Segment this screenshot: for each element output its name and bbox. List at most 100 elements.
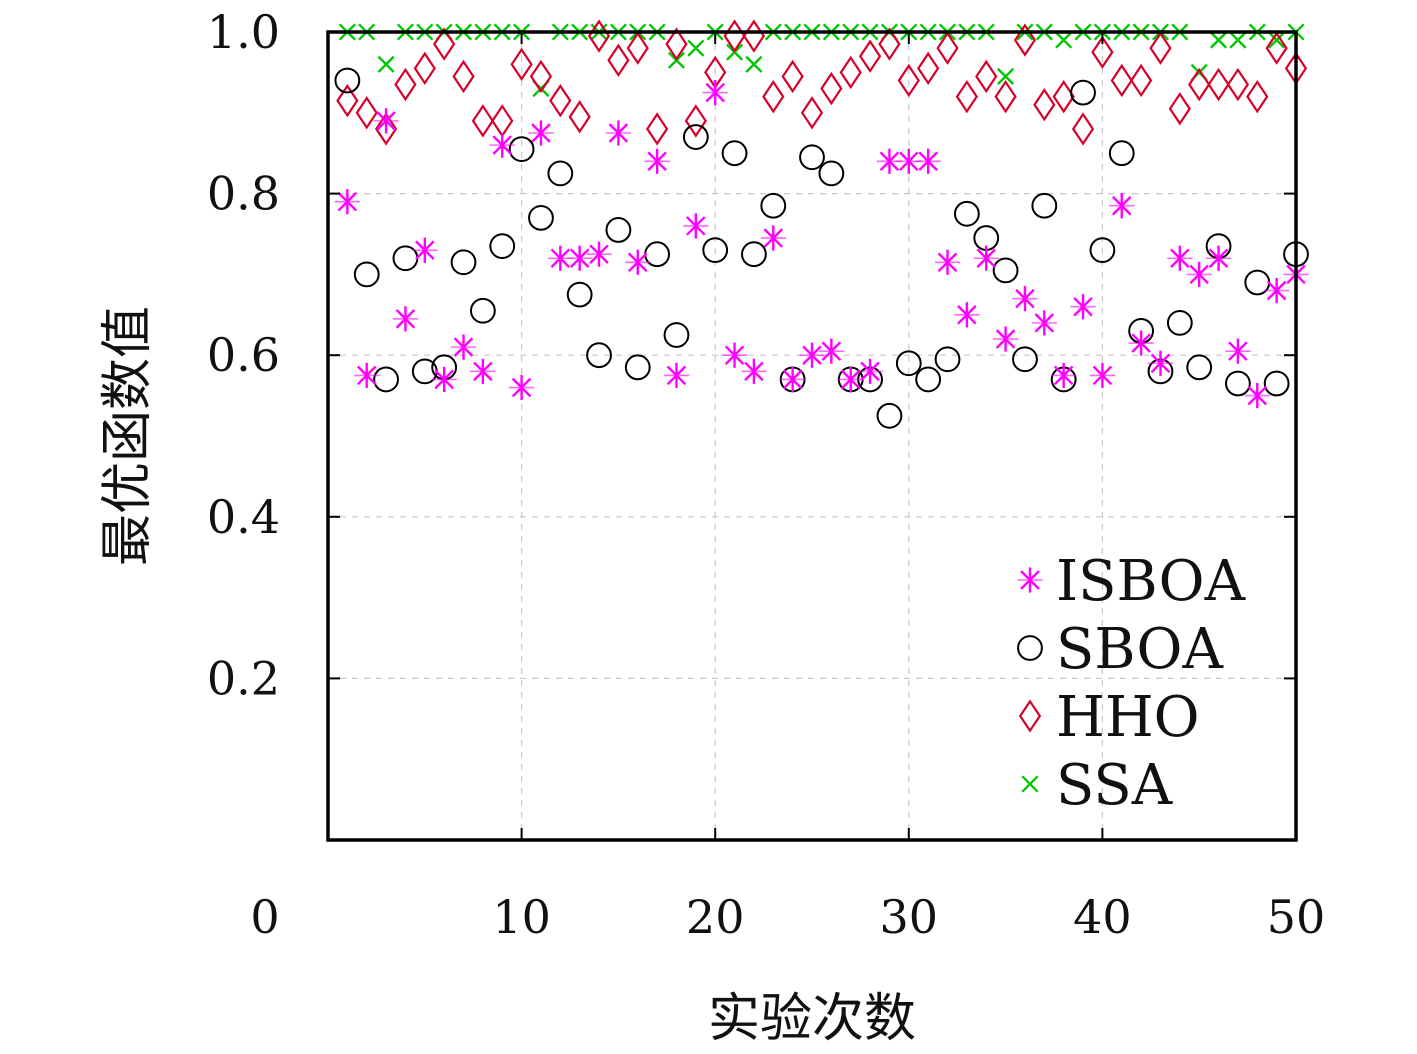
data-point-hho xyxy=(1129,63,1153,98)
data-point-isboa xyxy=(721,342,748,368)
data-point-sboa xyxy=(1225,370,1251,397)
data-point-hho xyxy=(1188,67,1211,102)
data-point-sboa xyxy=(876,402,903,429)
data-point-sboa xyxy=(663,322,690,348)
data-point-isboa xyxy=(915,148,941,174)
data-point-isboa xyxy=(644,148,670,174)
data-point-ssa xyxy=(1268,31,1286,49)
legend-marker-isboa xyxy=(1017,567,1043,593)
legend-marker-hho xyxy=(1018,699,1042,733)
data-point-isboa xyxy=(1205,245,1232,271)
data-point-sboa xyxy=(489,233,516,260)
data-point-isboa xyxy=(1167,245,1193,271)
data-point-hho xyxy=(1013,23,1037,57)
data-points xyxy=(334,19,1309,429)
data-point-isboa xyxy=(702,80,728,106)
data-point-hho xyxy=(742,19,766,53)
data-point-hho xyxy=(394,67,417,102)
data-point-sboa xyxy=(818,160,845,187)
data-point-hho xyxy=(549,83,572,118)
data-point-hho xyxy=(1265,31,1288,65)
x-tick-label: 40 xyxy=(1073,890,1132,944)
data-point-sboa xyxy=(586,342,612,369)
data-point-sboa xyxy=(1089,237,1116,264)
data-point-sboa xyxy=(1263,370,1290,397)
y-tick-label: 0.6 xyxy=(207,328,280,382)
data-point-hho xyxy=(1033,88,1056,122)
data-point-hho xyxy=(1110,63,1133,98)
data-point-isboa xyxy=(1225,338,1251,364)
data-point-isboa xyxy=(373,108,399,134)
data-point-isboa xyxy=(1186,261,1212,287)
x-tick-label: 10 xyxy=(492,890,551,944)
data-point-sboa xyxy=(760,192,787,219)
data-point-hho xyxy=(568,100,591,134)
data-point-hho xyxy=(665,27,688,61)
data-point-hho xyxy=(336,83,359,118)
y-tick-label: 0.8 xyxy=(207,167,280,221)
data-point-isboa xyxy=(354,362,380,388)
data-point-sboa xyxy=(1012,346,1038,373)
data-point-hho xyxy=(917,51,940,86)
data-point-sboa xyxy=(1166,309,1193,336)
y-axis-ticks: 0.2 0.4 0.6 0.8 1.0 xyxy=(207,5,1296,705)
data-point-isboa xyxy=(489,132,515,158)
data-point-sboa xyxy=(741,241,767,268)
x-tick-label: 50 xyxy=(1267,890,1326,944)
data-point-sboa xyxy=(934,346,961,373)
data-point-isboa xyxy=(993,326,1019,352)
y-axis-title: 最优函数值 xyxy=(98,306,158,566)
data-point-hho xyxy=(684,104,707,138)
data-point-isboa xyxy=(1012,286,1038,312)
data-point-isboa xyxy=(1070,294,1096,320)
data-point-sboa xyxy=(353,261,380,288)
data-point-isboa xyxy=(838,366,864,393)
legend-label-isboa: ISBOA xyxy=(1056,549,1246,614)
data-point-sboa xyxy=(624,354,651,381)
data-point-hho xyxy=(626,31,649,65)
data-point-isboa xyxy=(470,358,496,384)
data-point-hho xyxy=(897,63,920,98)
data-point-isboa xyxy=(450,334,477,360)
data-point-sboa xyxy=(528,204,554,231)
data-point-ssa xyxy=(1229,31,1247,49)
data-point-ssa xyxy=(687,39,705,57)
plot-area-frame xyxy=(326,30,1298,842)
data-point-ssa xyxy=(377,55,395,73)
x-axis-ticks: 0 10 20 30 40 50 xyxy=(250,32,1325,944)
series-isboa xyxy=(334,80,1309,409)
data-point-hho xyxy=(452,59,475,94)
data-point-isboa xyxy=(392,306,419,332)
data-point-sboa xyxy=(373,366,399,393)
series-hho xyxy=(336,19,1308,146)
data-point-ssa xyxy=(1055,31,1073,49)
data-point-hho xyxy=(607,43,630,77)
data-point-sboa xyxy=(702,237,729,264)
data-point-hho xyxy=(374,112,398,146)
data-point-sboa xyxy=(895,350,922,377)
y-tick-label: 1.0 xyxy=(207,5,280,59)
data-point-sboa xyxy=(992,257,1019,284)
data-point-isboa xyxy=(567,245,593,271)
x-tick-label: 20 xyxy=(686,890,745,944)
data-point-ssa xyxy=(997,67,1015,85)
data-point-ssa xyxy=(745,55,763,73)
data-point-isboa xyxy=(780,366,806,393)
legend-label-sboa: SBOA xyxy=(1056,617,1223,682)
data-point-hho xyxy=(491,104,514,138)
data-point-hho xyxy=(1207,67,1230,102)
data-point-isboa xyxy=(954,302,980,328)
data-point-isboa xyxy=(799,342,825,368)
data-point-isboa xyxy=(509,374,535,401)
data-point-hho xyxy=(1091,35,1114,69)
data-point-hho xyxy=(1149,31,1172,65)
data-point-sboa xyxy=(547,160,574,187)
data-point-hho xyxy=(955,79,979,114)
data-point-sboa xyxy=(334,67,361,94)
x-axis-title: 实验次数 xyxy=(708,989,916,1049)
data-point-ssa xyxy=(1210,31,1228,49)
data-point-sboa xyxy=(469,297,496,324)
data-point-hho xyxy=(471,104,495,138)
